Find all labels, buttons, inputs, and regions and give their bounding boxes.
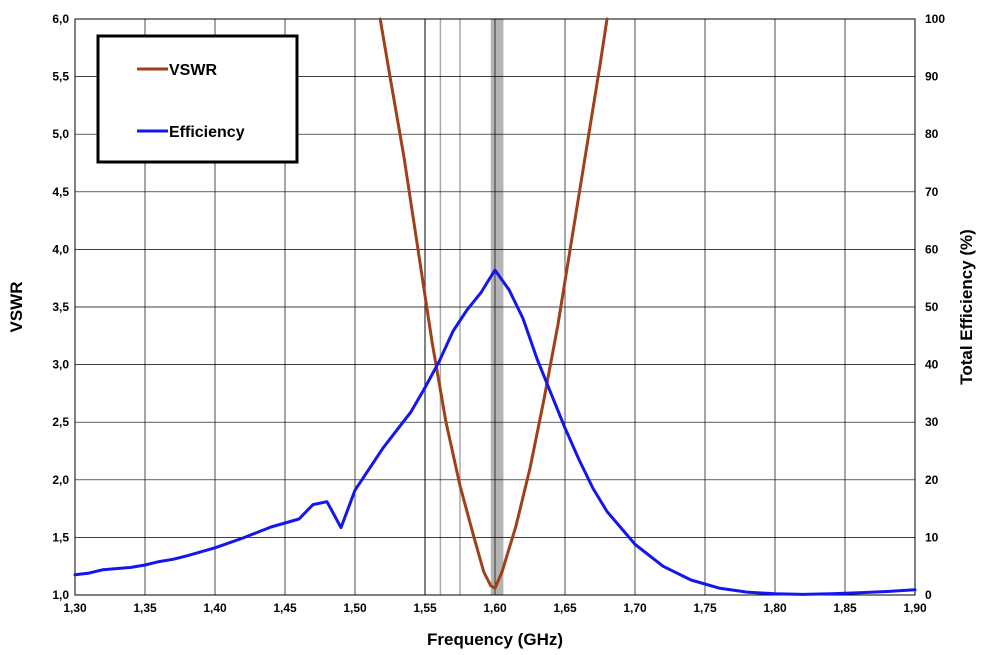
y2-tick-label: 100 <box>925 12 945 26</box>
x-tick-label: 1,40 <box>203 601 227 615</box>
y-tick-label: 1,5 <box>52 530 69 544</box>
y2-tick-label: 40 <box>925 358 939 372</box>
x-tick-label: 1,65 <box>553 601 577 615</box>
y-axis-title: VSWR <box>7 282 26 333</box>
y2-tick-label: 50 <box>925 300 939 314</box>
series-layer <box>73 17 917 596</box>
y-tick-label: 5,5 <box>52 70 69 84</box>
x-tick-label: 1,50 <box>343 601 367 615</box>
y-tick-label: 1,0 <box>52 588 69 602</box>
x-tick-label: 1,30 <box>63 601 87 615</box>
y2-axis-tick-labels: 0 10 20 30 40 50 60 70 80 90 100 <box>925 12 945 602</box>
legend-label-efficiency: Efficiency <box>169 124 245 141</box>
y-tick-label: 4,5 <box>52 185 69 199</box>
y-tick-label: 4,0 <box>52 242 69 256</box>
y2-tick-label: 0 <box>925 588 932 602</box>
x-tick-label: 1,75 <box>693 601 717 615</box>
x-tick-label: 1,70 <box>623 601 647 615</box>
y2-tick-label: 90 <box>925 70 939 84</box>
y-tick-label: 5,0 <box>52 127 69 141</box>
x-axis-title: Frequency (GHz) <box>427 630 563 649</box>
y2-tick-label: 70 <box>925 185 939 199</box>
y2-tick-label: 80 <box>925 127 939 141</box>
x-tick-label: 1,85 <box>833 601 857 615</box>
legend-label-vswr: VSWR <box>169 62 217 79</box>
y2-tick-label: 20 <box>925 473 939 487</box>
y2-axis-title: Total Efficiency (%) <box>957 229 976 385</box>
x-tick-label: 1,60 <box>483 601 507 615</box>
x-tick-label: 1,55 <box>413 601 437 615</box>
y-tick-label: 6,0 <box>52 12 69 26</box>
y2-tick-label: 30 <box>925 415 939 429</box>
x-axis-tick-labels: 1,30 1,35 1,40 1,45 1,50 1,55 1,60 1,65 1,70 1,75… <box>63 601 927 615</box>
y-axis-tick-labels: 1,0 1,5 2,0 2,5 3,0 3,5 4,0 4,5 5,0 5,5 6,0 <box>52 12 69 602</box>
y-tick-label: 3,0 <box>52 358 69 372</box>
x-tick-label: 1,80 <box>763 601 787 615</box>
x-tick-label: 1,45 <box>273 601 297 615</box>
y-tick-label: 2,0 <box>52 473 69 487</box>
legend-box <box>96 34 299 164</box>
series-line-efficiency <box>73 268 917 596</box>
x-tick-label: 1,35 <box>133 601 157 615</box>
y2-tick-label: 10 <box>925 530 939 544</box>
legend: VSWR Efficiency <box>96 34 299 164</box>
series-line-vswr <box>378 17 609 590</box>
x-tick-label: 1,90 <box>903 601 927 615</box>
plot-area-border <box>74 18 916 596</box>
y2-tick-label: 60 <box>925 242 939 256</box>
y-tick-label: 2,5 <box>52 415 69 429</box>
y-tick-label: 3,5 <box>52 300 69 314</box>
